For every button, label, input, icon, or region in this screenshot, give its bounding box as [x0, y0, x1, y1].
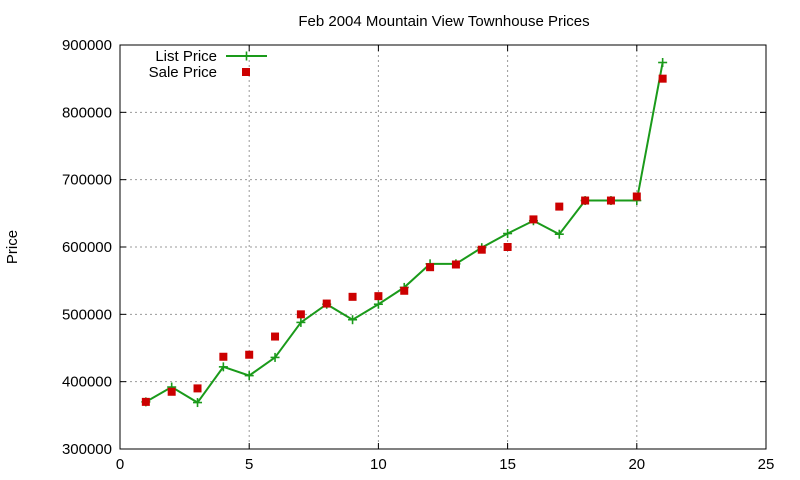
- legend-plus-marker: [242, 51, 251, 61]
- y-tick-label: 600000: [62, 239, 112, 256]
- list-price-point: [503, 229, 513, 239]
- sale-price-point: [606, 196, 615, 205]
- sale-price-point: [555, 202, 564, 211]
- sale-price-point: [581, 196, 590, 205]
- x-tick-label: 0: [116, 456, 124, 473]
- sale-price-point: [245, 350, 254, 359]
- y-tick-label: 800000: [62, 104, 112, 121]
- sale-price-point: [141, 397, 150, 406]
- legend-label: List Price: [155, 48, 217, 65]
- series-layer: [141, 58, 668, 408]
- x-tick-label: 15: [499, 456, 516, 473]
- series-sale-price: [141, 74, 667, 406]
- y-tick-label: 700000: [62, 172, 112, 189]
- list-price-point: [193, 398, 203, 408]
- y-tick-label: 900000: [62, 37, 112, 54]
- sale-price-point: [271, 332, 280, 341]
- list-price-point: [554, 229, 564, 239]
- sale-price-point: [296, 310, 305, 319]
- list-price-point: [348, 315, 358, 325]
- y-tick-label: 300000: [62, 441, 112, 458]
- y-tick-label: 500000: [62, 306, 112, 323]
- sale-price-point: [348, 292, 357, 301]
- grid-lines: [120, 45, 766, 449]
- sale-price-point: [529, 215, 538, 224]
- list-price-line: [145, 62, 664, 404]
- list-price-point: [244, 371, 254, 381]
- list-price-point: [658, 58, 668, 68]
- sale-price-point: [477, 245, 486, 254]
- x-tick-label: 25: [758, 456, 775, 473]
- y-tick-label: 400000: [62, 374, 112, 391]
- axis-ticks: 300000 400000 500000 600000 700000 800000 9000…: [62, 37, 774, 473]
- sale-price-point: [451, 260, 460, 269]
- list-price-point: [296, 317, 306, 327]
- x-tick-label: 10: [370, 456, 387, 473]
- sale-price-point: [193, 384, 202, 393]
- list-price-point: [270, 352, 280, 362]
- legend-square-marker: [242, 68, 250, 76]
- sale-price-point: [632, 192, 641, 201]
- x-tick-label: 5: [245, 456, 253, 473]
- sale-price-point: [426, 263, 435, 272]
- list-price-point: [373, 299, 383, 309]
- sale-price-point: [167, 387, 176, 396]
- chart-title: Feb 2004 Mountain View Townhouse Prices: [298, 13, 589, 30]
- sale-price-point: [503, 243, 512, 251]
- legend-label: Sale Price: [149, 64, 217, 81]
- sale-price-point: [219, 352, 228, 361]
- sale-price-point: [400, 286, 409, 295]
- sale-price-point: [374, 292, 383, 301]
- sale-price-point: [322, 299, 331, 308]
- list-price-point: [218, 362, 228, 372]
- y-axis-label: Price: [4, 230, 21, 264]
- x-tick-label: 20: [628, 456, 645, 473]
- sale-price-point: [658, 74, 667, 83]
